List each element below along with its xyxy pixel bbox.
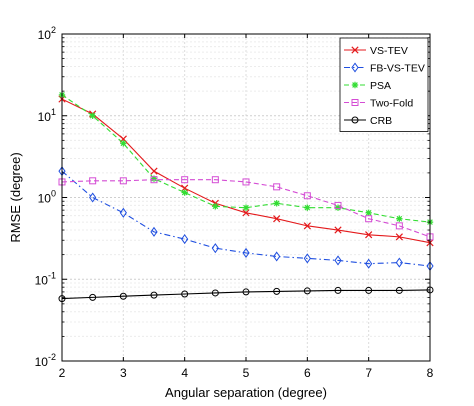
data-point-fb-vs-tev <box>273 251 281 262</box>
data-point-psa <box>181 189 188 196</box>
y-tick-label: 10-2 <box>35 352 56 369</box>
x-tick-label: 3 <box>120 366 127 380</box>
y-tick-label: 102 <box>38 25 56 42</box>
data-point-two-fold <box>211 176 219 184</box>
data-point-psa <box>242 204 250 211</box>
data-point-fb-vs-tev <box>211 243 219 254</box>
y-tick-exp: 0 <box>51 189 56 199</box>
x-tick-label: 6 <box>304 366 311 380</box>
y-tick-base: 10 <box>35 355 49 369</box>
data-point-crb <box>334 286 342 294</box>
data-point-crb <box>181 290 189 298</box>
data-point-crb <box>365 286 373 294</box>
data-point-vs-tev <box>303 222 311 230</box>
series-two-fold <box>58 176 434 241</box>
x-axis-label: Angular separation (degree) <box>165 385 327 400</box>
x-tick-label: 8 <box>427 366 434 380</box>
x-tick-label: 7 <box>365 366 372 380</box>
series-line-crb <box>61 289 431 300</box>
data-point-psa <box>89 112 96 119</box>
legend-label-two-fold: Two-Fold <box>370 98 413 110</box>
data-point-fb-vs-tev <box>150 226 158 237</box>
data-point-two-fold <box>395 222 403 230</box>
series-line-two-fold <box>61 179 431 238</box>
data-point-vs-tev <box>150 167 158 175</box>
data-point-crb <box>211 289 219 297</box>
data-point-psa <box>273 200 280 207</box>
data-point-fb-vs-tev <box>89 192 97 203</box>
legend-marker-vs-tev <box>351 46 359 54</box>
legend-marker-psa <box>351 81 359 89</box>
data-point-crb <box>150 291 158 299</box>
legend-label-vs-tev: VS-TEV <box>370 45 408 57</box>
legend-marker-two-fold <box>351 99 359 106</box>
data-point-fb-vs-tev <box>395 257 403 268</box>
data-point-crb <box>89 293 97 301</box>
data-point-two-fold <box>334 201 342 209</box>
data-point-fb-vs-tev <box>303 253 311 264</box>
data-point-crb <box>303 287 311 295</box>
y-tick-label: 101 <box>38 107 56 124</box>
data-point-two-fold <box>273 183 281 191</box>
y-tick-exp: 1 <box>51 107 56 117</box>
ticks <box>61 33 431 362</box>
data-point-vs-tev <box>395 233 403 241</box>
data-point-two-fold <box>365 215 373 223</box>
legend-item-fb-vs-tev: FB-VS-TEV <box>344 62 425 75</box>
series-fb-vs-tev <box>58 166 434 272</box>
y-tick-base: 10 <box>38 110 52 124</box>
data-point-vs-tev <box>273 215 281 223</box>
y-tick-base: 10 <box>38 192 52 206</box>
legend-label-crb: CRB <box>370 115 392 127</box>
data-point-vs-tev <box>242 209 250 217</box>
data-point-crb <box>242 288 250 296</box>
data-point-vs-tev <box>334 226 342 234</box>
legend-item-vs-tev: VS-TEV <box>344 45 408 57</box>
legend-marker-crb <box>351 116 359 124</box>
x-tick-label: 2 <box>59 366 66 380</box>
y-tick-exp: 2 <box>51 25 56 35</box>
data-point-fb-vs-tev <box>119 207 127 218</box>
y-tick-base: 10 <box>35 273 49 287</box>
data-point-psa <box>396 215 403 222</box>
data-point-fb-vs-tev <box>242 247 250 258</box>
data-point-crb <box>273 287 281 295</box>
legend-item-psa: PSA <box>344 80 391 92</box>
data-point-two-fold <box>242 178 250 186</box>
data-point-two-fold <box>89 177 97 185</box>
y-tick-label: 100 <box>38 189 56 206</box>
data-point-vs-tev <box>365 231 373 239</box>
data-point-two-fold <box>150 176 158 184</box>
x-tick-label: 4 <box>181 366 188 380</box>
data-point-psa <box>120 140 127 147</box>
data-point-psa <box>150 175 158 182</box>
series-line-fb-vs-tev <box>61 170 431 267</box>
data-point-psa <box>365 209 372 216</box>
legend-marker-fb-vs-tev <box>351 62 359 73</box>
data-point-fb-vs-tev <box>334 255 342 266</box>
data-point-psa <box>212 203 219 210</box>
data-point-crb <box>395 286 403 294</box>
data-point-two-fold <box>303 192 311 200</box>
data-point-two-fold <box>119 177 127 185</box>
data-point-fb-vs-tev <box>181 234 189 245</box>
data-point-psa <box>304 204 311 211</box>
y-tick-base: 10 <box>38 28 52 42</box>
x-tick-label: 5 <box>243 366 250 380</box>
legend: VS-TEV FB-VS-TEV PSA Two-Fold CRB <box>339 37 429 132</box>
y-tick-label: 10-1 <box>35 270 56 287</box>
data-point-crb <box>119 292 127 300</box>
data-point-psa <box>334 204 342 211</box>
y-axis-label: RMSE (degree) <box>8 152 23 242</box>
y-tick-exp: -2 <box>48 352 56 362</box>
legend-item-two-fold: Two-Fold <box>344 98 413 110</box>
y-tick-exp: -1 <box>48 270 56 280</box>
legend-label-fb-vs-tev: FB-VS-TEV <box>370 63 425 75</box>
data-point-fb-vs-tev <box>365 258 373 269</box>
data-point-two-fold <box>181 176 189 184</box>
legend-item-crb: CRB <box>344 115 392 127</box>
legend-label-psa: PSA <box>370 80 391 92</box>
